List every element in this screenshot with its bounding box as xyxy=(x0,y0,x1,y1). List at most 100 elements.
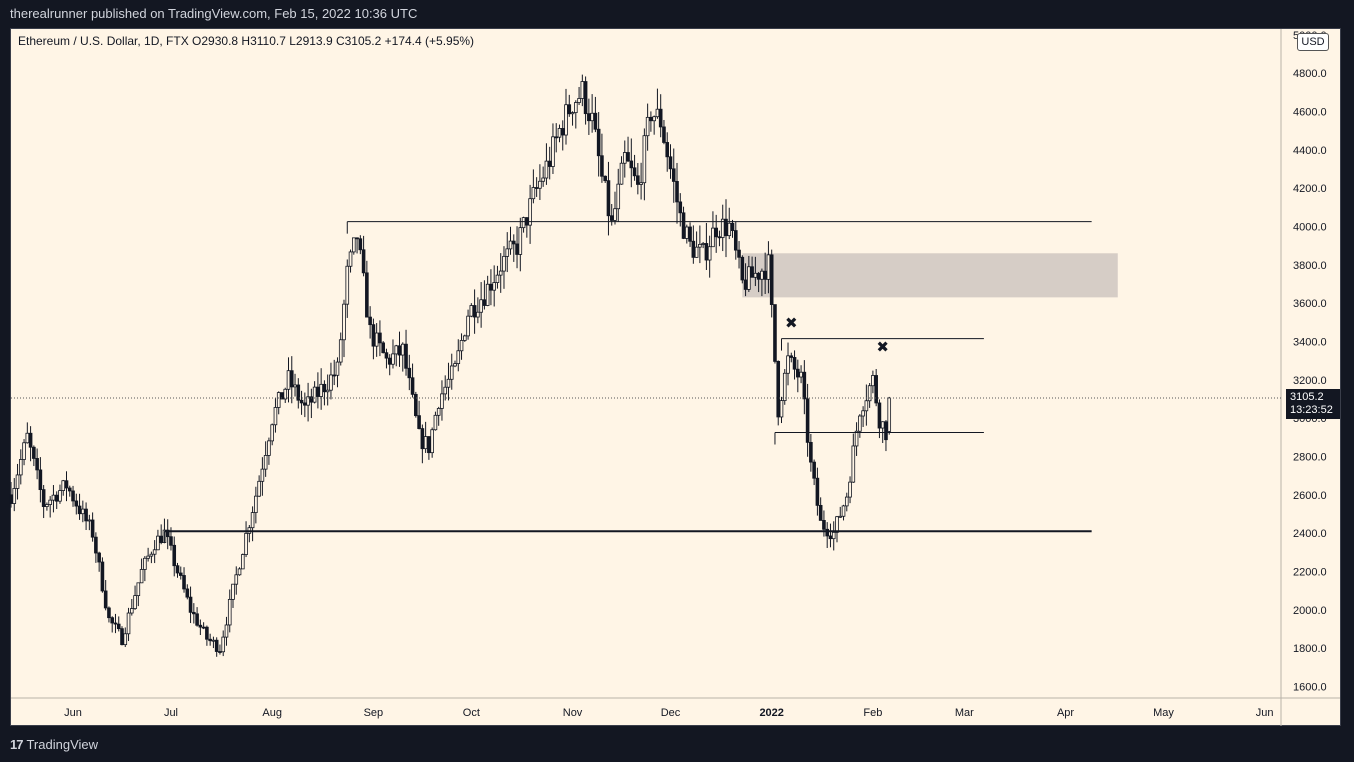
candle-body[interactable] xyxy=(495,274,500,283)
candle-body[interactable] xyxy=(309,396,314,403)
candle-body[interactable] xyxy=(541,177,545,182)
candle-body[interactable] xyxy=(319,383,323,397)
candle-body[interactable] xyxy=(809,441,813,463)
candle-body[interactable] xyxy=(724,218,728,237)
candle-body[interactable] xyxy=(828,535,833,540)
candle-body[interactable] xyxy=(126,612,131,635)
candle-body[interactable] xyxy=(639,182,643,185)
candle-body[interactable] xyxy=(707,246,712,261)
candle-body[interactable] xyxy=(159,535,163,543)
candle-body[interactable] xyxy=(508,240,513,250)
candle-body[interactable] xyxy=(296,384,301,401)
candle-body[interactable] xyxy=(649,116,653,122)
candle-body[interactable] xyxy=(534,187,539,189)
candle-body[interactable] xyxy=(636,175,640,185)
candle-body[interactable] xyxy=(139,569,144,584)
candle-body[interactable] xyxy=(743,279,748,290)
candle-body[interactable] xyxy=(583,81,588,115)
candle-body[interactable] xyxy=(848,481,852,498)
candle-body[interactable] xyxy=(306,396,310,406)
candle-body[interactable] xyxy=(58,490,62,502)
candle-body[interactable] xyxy=(263,455,268,470)
candle-body[interactable] xyxy=(410,377,415,395)
candle-body[interactable] xyxy=(64,480,69,489)
candle-body[interactable] xyxy=(237,568,242,576)
candle-body[interactable] xyxy=(453,363,457,367)
candle-body[interactable] xyxy=(560,128,565,136)
candle-body[interactable] xyxy=(698,243,702,248)
candle-body[interactable] xyxy=(502,255,506,272)
candle-body[interactable] xyxy=(727,222,732,237)
candle-body[interactable] xyxy=(325,389,330,393)
candle-body[interactable] xyxy=(675,181,679,203)
candle-body[interactable] xyxy=(446,378,451,388)
candle-body[interactable] xyxy=(822,520,826,530)
supply-zone[interactable] xyxy=(742,253,1118,298)
candle-body[interactable] xyxy=(838,515,843,518)
candle-body[interactable] xyxy=(877,402,882,429)
tradingview-logo[interactable]: 17 TradingView xyxy=(10,737,98,752)
candle-body[interactable] xyxy=(273,407,278,426)
candle-body[interactable] xyxy=(668,156,673,170)
candle-body[interactable] xyxy=(71,490,75,502)
candle-body[interactable] xyxy=(110,617,115,624)
candle-body[interactable] xyxy=(714,227,718,238)
candle-body[interactable] xyxy=(169,536,173,546)
candle-body[interactable] xyxy=(214,639,219,652)
candle-body[interactable] xyxy=(205,626,209,640)
candle-body[interactable] xyxy=(67,487,72,492)
candle-body[interactable] xyxy=(511,240,516,245)
candle-body[interactable] xyxy=(782,372,787,401)
candle-body[interactable] xyxy=(626,152,630,162)
candle-body[interactable] xyxy=(381,342,385,354)
candle-body[interactable] xyxy=(880,421,885,429)
candle-body[interactable] xyxy=(94,536,98,554)
candle-body[interactable] xyxy=(280,392,284,400)
candle-body[interactable] xyxy=(260,468,265,482)
candle-body[interactable] xyxy=(120,628,124,646)
candle-body[interactable] xyxy=(12,488,17,504)
candle-body[interactable] xyxy=(760,270,764,280)
candle-body[interactable] xyxy=(603,175,607,182)
candle-body[interactable] xyxy=(322,383,327,393)
candle-body[interactable] xyxy=(645,116,650,137)
candle-body[interactable] xyxy=(717,236,722,239)
candle-body[interactable] xyxy=(492,282,496,291)
candle-body[interactable] xyxy=(254,495,258,513)
candle-body[interactable] xyxy=(276,392,281,408)
candle-body[interactable] xyxy=(704,243,709,261)
candle-body[interactable] xyxy=(831,531,836,540)
candle-body[interactable] xyxy=(851,445,856,483)
candle-body[interactable] xyxy=(574,102,578,114)
candle-body[interactable] xyxy=(250,512,255,529)
candle-body[interactable] xyxy=(152,549,157,555)
candle-body[interactable] xyxy=(769,254,774,305)
candle-body[interactable] xyxy=(227,598,232,626)
candle-body[interactable] xyxy=(299,399,304,404)
candle-body[interactable] xyxy=(773,304,777,362)
candle-body[interactable] xyxy=(596,128,601,157)
candle-body[interactable] xyxy=(884,421,888,441)
candle-body[interactable] xyxy=(763,270,767,280)
candle-body[interactable] xyxy=(374,332,379,347)
candle-body[interactable] xyxy=(733,230,738,251)
candle-body[interactable] xyxy=(642,135,647,184)
candle-body[interactable] xyxy=(747,266,751,290)
candle-body[interactable] xyxy=(342,303,346,341)
candle-body[interactable] xyxy=(652,116,656,122)
candle-body[interactable] xyxy=(90,519,95,538)
candle-body[interactable] xyxy=(580,81,585,99)
candle-body[interactable] xyxy=(427,436,431,454)
candle-body[interactable] xyxy=(436,408,441,416)
candle-body[interactable] xyxy=(587,113,591,122)
candle-body[interactable] xyxy=(766,254,771,280)
candle-body[interactable] xyxy=(18,459,23,476)
candle-body[interactable] xyxy=(632,167,637,177)
candle-body[interactable] xyxy=(593,112,598,130)
candle-body[interactable] xyxy=(417,415,421,429)
candle-body[interactable] xyxy=(195,613,199,626)
candle-body[interactable] xyxy=(521,217,526,229)
candle-body[interactable] xyxy=(87,519,92,522)
candle-body[interactable] xyxy=(753,272,758,278)
candle-body[interactable] xyxy=(358,238,363,251)
